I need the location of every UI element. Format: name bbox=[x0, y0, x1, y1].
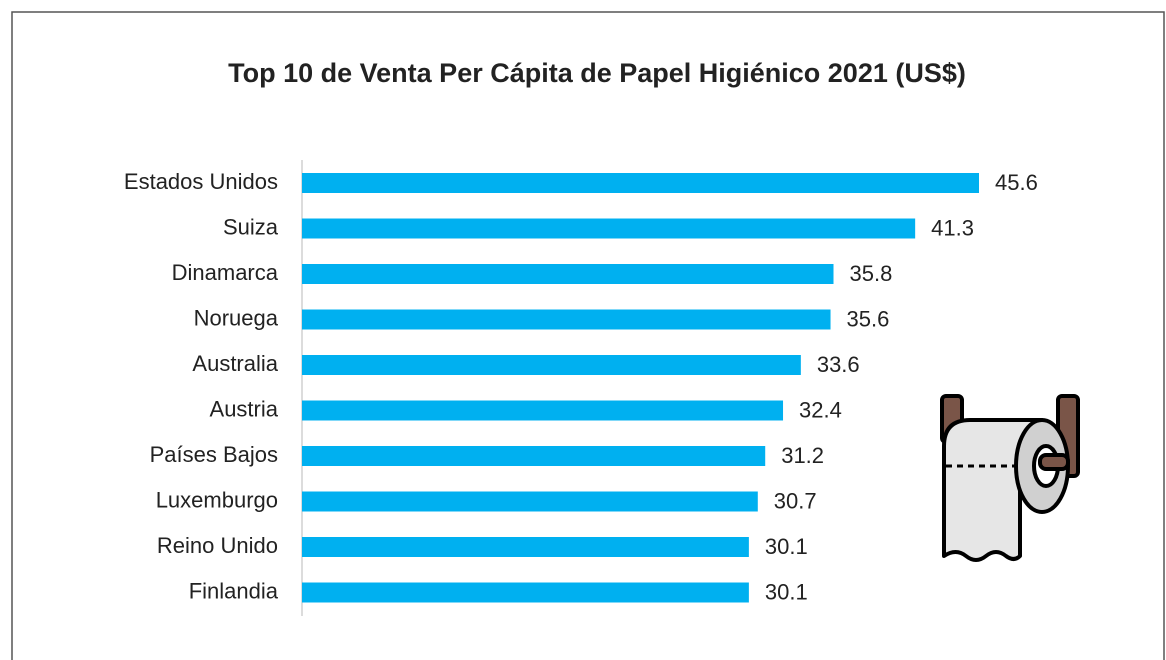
y-tick-label: Australia bbox=[192, 351, 278, 376]
y-tick-label: Suiza bbox=[223, 214, 279, 239]
value-label: 45.6 bbox=[995, 170, 1038, 195]
y-tick-label: Estados Unidos bbox=[124, 169, 278, 194]
value-label: 30.1 bbox=[765, 579, 808, 604]
frame bbox=[11, 11, 1165, 660]
value-label: 35.8 bbox=[850, 261, 893, 286]
y-tick-label: Dinamarca bbox=[172, 260, 279, 285]
bar bbox=[302, 309, 831, 330]
toilet-paper-icon bbox=[940, 394, 1080, 562]
value-label: 33.6 bbox=[817, 352, 860, 377]
value-label: 41.3 bbox=[931, 215, 974, 240]
y-tick-label: Austria bbox=[210, 396, 279, 421]
y-tick-label: Luxemburgo bbox=[156, 487, 278, 512]
bar bbox=[302, 491, 758, 512]
value-label: 32.4 bbox=[799, 397, 842, 422]
bar bbox=[302, 537, 749, 557]
y-tick-label: Finlandia bbox=[189, 578, 279, 603]
bar bbox=[302, 355, 801, 375]
bar bbox=[302, 400, 784, 421]
bar bbox=[302, 264, 834, 284]
value-label: 35.6 bbox=[847, 306, 890, 331]
bar bbox=[302, 173, 979, 193]
value-label: 30.7 bbox=[774, 488, 817, 513]
y-tick-label: Noruega bbox=[194, 305, 279, 330]
value-label: 30.1 bbox=[765, 534, 808, 559]
y-tick-label: Reino Unido bbox=[157, 533, 278, 558]
value-label: 31.2 bbox=[781, 443, 824, 468]
y-tick-label: Países Bajos bbox=[150, 442, 278, 467]
bar bbox=[302, 218, 916, 239]
bar bbox=[302, 582, 749, 603]
chart-title: Top 10 de Venta Per Cápita de Papel Higi… bbox=[228, 58, 966, 88]
bar bbox=[302, 446, 766, 466]
